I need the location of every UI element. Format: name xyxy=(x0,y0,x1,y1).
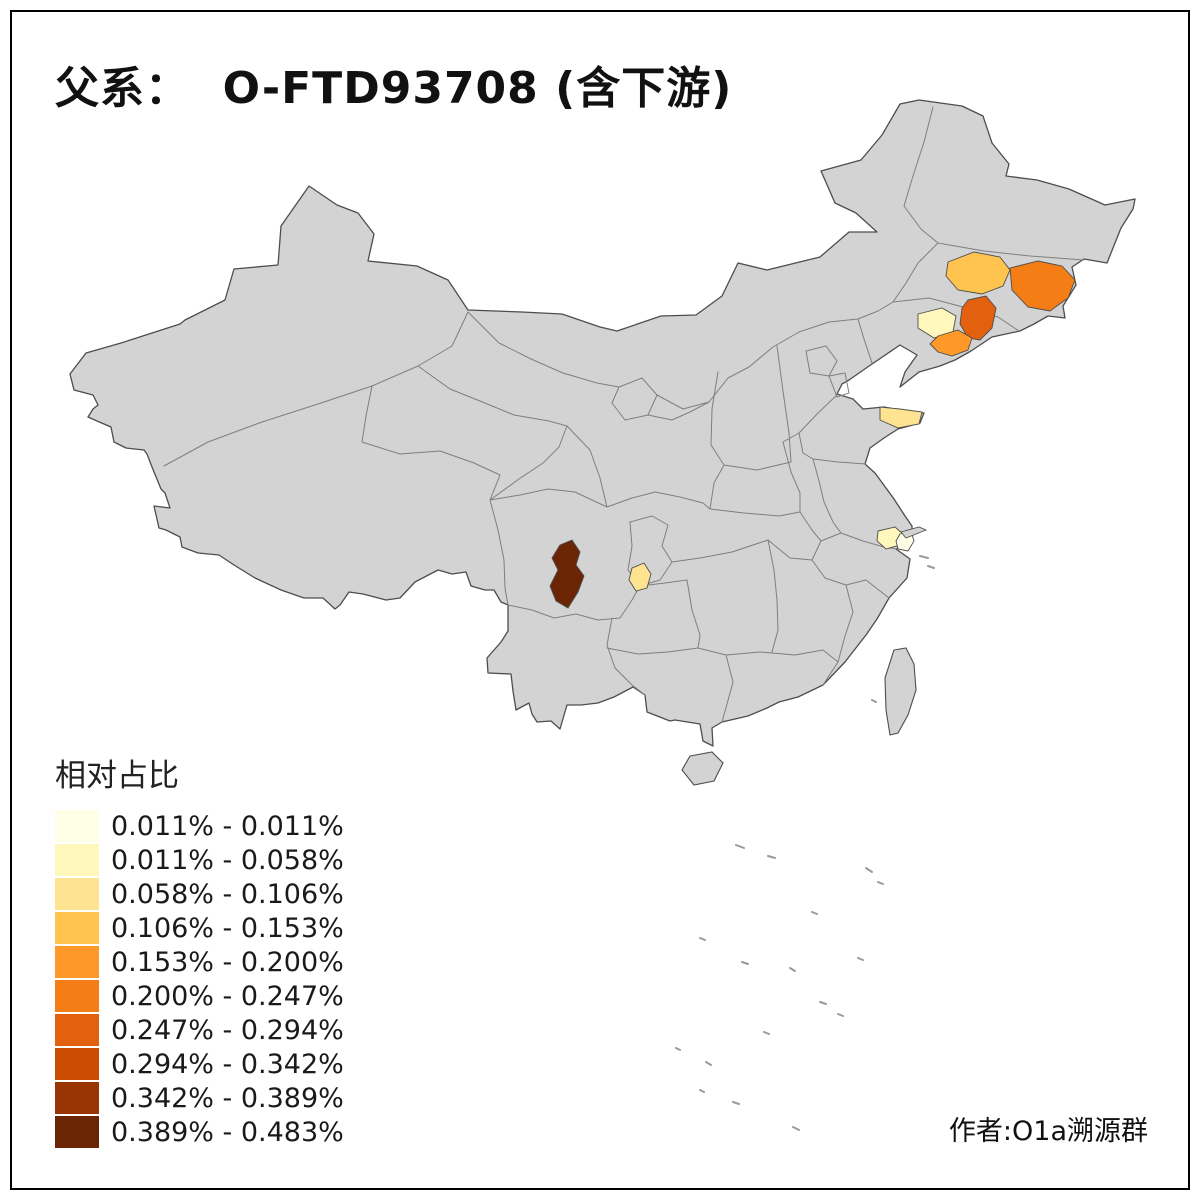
legend-label: 0.106% - 0.153% xyxy=(111,912,344,944)
legend-item: 0.294% - 0.342% xyxy=(55,1047,385,1081)
legend-label: 0.153% - 0.200% xyxy=(111,946,344,978)
legend-label: 0.058% - 0.106% xyxy=(111,878,344,910)
legend-item: 0.247% - 0.294% xyxy=(55,1013,385,1047)
colored-region-r4 xyxy=(959,295,997,341)
legend-label: 0.011% - 0.011% xyxy=(111,810,344,842)
legend-label: 0.294% - 0.342% xyxy=(111,1048,344,1080)
legend-label: 0.200% - 0.247% xyxy=(111,980,344,1012)
legend-item: 0.389% - 0.483% xyxy=(55,1115,385,1149)
author-credit: 作者:O1a溯源群 xyxy=(948,1116,1148,1147)
province-borders xyxy=(163,106,1085,723)
legend-item: 0.342% - 0.389% xyxy=(55,1081,385,1115)
legend-swatch xyxy=(55,980,99,1012)
legend-swatch xyxy=(55,1048,99,1080)
colored-region-r8 xyxy=(549,539,585,609)
legend-swatch xyxy=(55,878,99,910)
legend-item: 0.011% - 0.011% xyxy=(55,809,385,843)
colored-region-r9 xyxy=(628,562,652,592)
legend-label: 0.247% - 0.294% xyxy=(111,1014,344,1046)
legend-items: 0.011% - 0.011% 0.011% - 0.058% 0.058% - 0… xyxy=(55,809,385,1149)
colored-region-r2 xyxy=(1009,260,1076,312)
hainan-island xyxy=(681,751,724,786)
legend-swatch xyxy=(55,946,99,978)
legend-item: 0.106% - 0.153% xyxy=(55,911,385,945)
legend-swatch xyxy=(55,810,99,842)
legend-swatch xyxy=(55,844,99,876)
legend-title: 相对占比 xyxy=(55,758,179,794)
legend-swatch xyxy=(55,1082,99,1114)
south-china-sea-islands xyxy=(675,555,935,1131)
chongming-island xyxy=(900,526,928,539)
legend-swatch xyxy=(55,1116,99,1148)
china-outline xyxy=(69,99,1136,747)
page-title: 父系： O-FTD93708 (含下游) xyxy=(55,63,733,114)
legend-label: 0.011% - 0.058% xyxy=(111,844,344,876)
legend-item: 0.153% - 0.200% xyxy=(55,945,385,979)
colored-region-r5 xyxy=(929,329,973,357)
legend-swatch xyxy=(55,1014,99,1046)
legend-label: 0.342% - 0.389% xyxy=(111,1082,344,1114)
colored-region-r1 xyxy=(945,251,1011,295)
legend-label: 0.389% - 0.483% xyxy=(111,1116,344,1148)
legend-item: 0.011% - 0.058% xyxy=(55,843,385,877)
legend-swatch xyxy=(55,912,99,944)
legend-item: 0.058% - 0.106% xyxy=(55,877,385,911)
taiwan-island xyxy=(884,647,917,736)
colored-region-r6 xyxy=(879,406,923,429)
legend-item: 0.200% - 0.247% xyxy=(55,979,385,1013)
legend: 相对占比 0.011% - 0.011% 0.011% - 0.058% 0.058… xyxy=(55,750,385,1149)
